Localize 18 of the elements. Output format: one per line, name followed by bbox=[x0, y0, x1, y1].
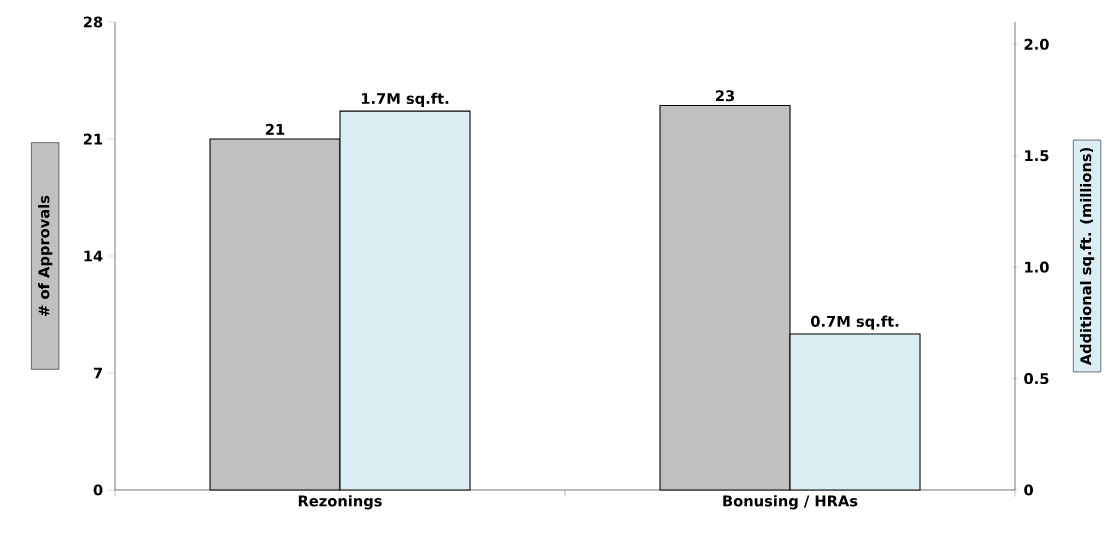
y2-tick-label: 2.0 bbox=[1024, 38, 1049, 50]
y-tick-label: 0 bbox=[93, 484, 103, 496]
y-axis-title: # of Approvals bbox=[38, 195, 53, 316]
y-tick-label: 21 bbox=[83, 133, 103, 145]
y2-tick-label: 0.5 bbox=[1024, 373, 1049, 385]
x-tick-label: Bonusing / HRAs bbox=[723, 495, 858, 510]
y-tick-label: 7 bbox=[93, 367, 103, 379]
y-tick-label: 14 bbox=[84, 250, 103, 262]
data-label: 23 bbox=[715, 90, 735, 102]
y2-tick-label: 1.5 bbox=[1025, 150, 1049, 162]
y2-axis-title: Additional sq.ft. (millions) bbox=[1079, 147, 1095, 366]
data-label: 0.7M sq.ft. bbox=[811, 315, 899, 330]
data-label: 1.7M sq.ft. bbox=[361, 92, 449, 107]
x-tick-label: Rezonings bbox=[298, 495, 382, 510]
y-tick-label: 28 bbox=[83, 16, 103, 28]
data-label: 21 bbox=[265, 123, 285, 135]
y2-tick-label: 1.0 bbox=[1025, 261, 1049, 273]
y2-tick-label: 0 bbox=[1024, 484, 1033, 496]
